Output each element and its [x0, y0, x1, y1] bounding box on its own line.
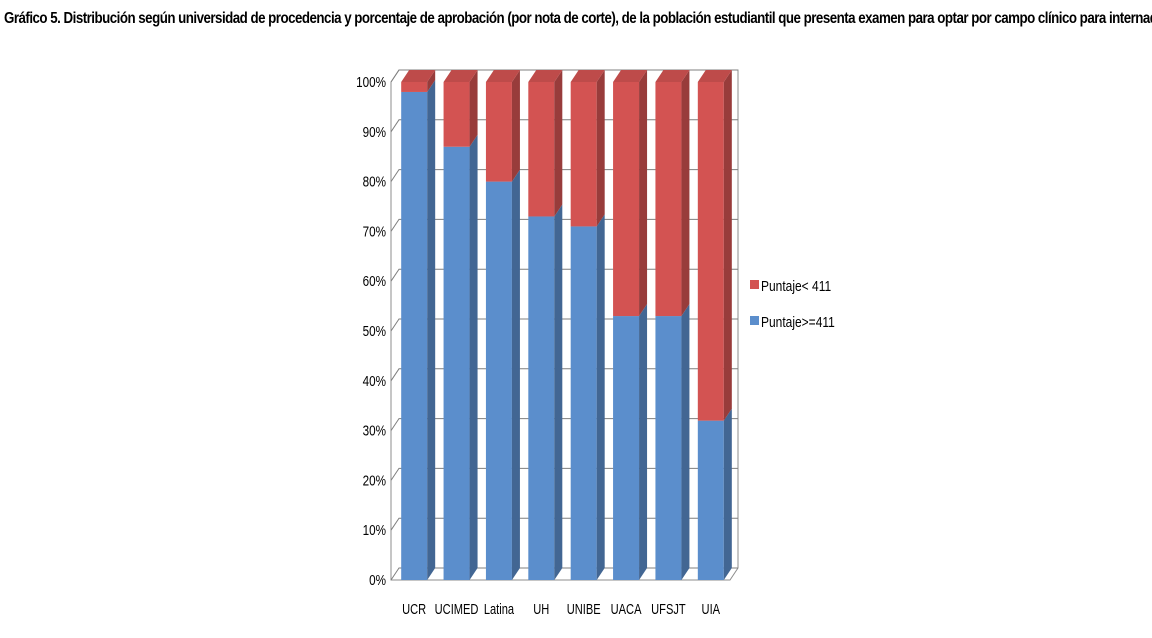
chart-legend: Puntaje< 411 Puntaje>=411	[750, 278, 835, 331]
bar-top	[655, 70, 690, 82]
bar-segment	[613, 304, 648, 580]
bar-side	[639, 304, 648, 580]
bar-front	[528, 216, 555, 580]
bar-side	[554, 70, 563, 217]
bar-front	[485, 181, 512, 580]
bar-side	[469, 134, 478, 581]
y-tick-label: 20%	[363, 472, 386, 489]
legend-label: Puntaje< 411	[761, 278, 831, 295]
bar-top	[485, 70, 520, 82]
bar-segment	[570, 70, 605, 227]
x-tick-label: UIA	[702, 600, 721, 617]
bar-side	[469, 70, 478, 147]
bar-side	[681, 70, 690, 317]
y-tick-label: 50%	[363, 323, 386, 340]
bar-front	[528, 82, 555, 217]
bar-side	[596, 214, 605, 581]
x-tick-label: UFSJT	[651, 600, 686, 617]
bar-front	[401, 91, 428, 581]
bar-side	[596, 70, 605, 227]
y-tick-label: 40%	[363, 372, 386, 389]
bar-segment	[528, 204, 563, 580]
bar-side	[723, 70, 732, 421]
bar-top	[443, 70, 478, 82]
bar-segment	[485, 70, 520, 182]
bar-segment	[613, 70, 648, 317]
bar-top	[613, 70, 648, 82]
bar-side	[554, 204, 563, 580]
bar-top	[570, 70, 605, 82]
bar-segment	[443, 134, 478, 581]
bar-side	[639, 70, 648, 317]
bar-front	[401, 82, 428, 92]
chart-title: Gráfico 5. Distribución según universida…	[4, 10, 1152, 27]
y-tick-label: 30%	[363, 422, 386, 439]
x-tick-label: UCR	[402, 600, 426, 617]
y-tick-label: 80%	[363, 173, 386, 190]
bar-segment	[485, 169, 520, 580]
legend-item: Puntaje>=411	[750, 314, 835, 331]
bar-top	[528, 70, 563, 82]
bar-front	[485, 82, 512, 182]
x-tick-label: UACA	[611, 600, 642, 617]
y-axis-tick-labels: 0% 10% 20% 30% 40% 50% 60% 70% 80% 90% 100%	[356, 74, 386, 589]
y-tick-label: 0%	[369, 572, 386, 589]
bar-segment	[697, 408, 732, 580]
y-tick-label: 70%	[363, 223, 386, 240]
bar-front	[655, 316, 682, 580]
bar-top	[697, 70, 732, 82]
chart-bars	[401, 70, 732, 581]
bar-side	[723, 408, 732, 580]
bar-segment	[655, 70, 690, 317]
bar-segment	[570, 214, 605, 581]
bar-front	[655, 82, 682, 317]
bar-segment	[401, 79, 436, 581]
y-tick-label: 60%	[363, 273, 386, 290]
x-tick-label: UCIMED	[435, 600, 479, 617]
bar-front	[697, 82, 724, 421]
bar-top	[401, 70, 436, 82]
x-axis-tick-labels: UCR UCIMED Latina UH UNIBE UACA UFSJT UIA	[402, 600, 720, 617]
y-tick-label: 100%	[356, 74, 386, 91]
x-tick-label: Latina	[484, 600, 515, 617]
bar-front	[697, 420, 724, 580]
bar-side	[427, 70, 436, 92]
bar-side	[681, 304, 690, 580]
bar-segment	[401, 70, 436, 92]
bar-front	[570, 82, 597, 227]
legend-swatch	[750, 280, 759, 289]
bar-front	[570, 226, 597, 581]
legend-label: Puntaje>=411	[761, 314, 835, 331]
bar-segment	[697, 70, 732, 421]
y-tick-label: 90%	[363, 123, 386, 140]
y-tick-label: 10%	[363, 522, 386, 539]
bar-front	[613, 316, 640, 580]
bar-front	[613, 82, 640, 317]
bar-side	[511, 169, 520, 580]
bar-segment	[655, 304, 690, 580]
x-tick-label: UH	[533, 600, 549, 617]
bar-segment	[443, 70, 478, 147]
bar-front	[443, 146, 470, 581]
bar-front	[443, 82, 470, 147]
bar-side	[427, 79, 436, 581]
legend-swatch	[750, 316, 759, 325]
bar-segment	[528, 70, 563, 217]
x-tick-label: UNIBE	[567, 600, 601, 617]
bar-side	[511, 70, 520, 182]
legend-item: Puntaje< 411	[750, 278, 831, 295]
